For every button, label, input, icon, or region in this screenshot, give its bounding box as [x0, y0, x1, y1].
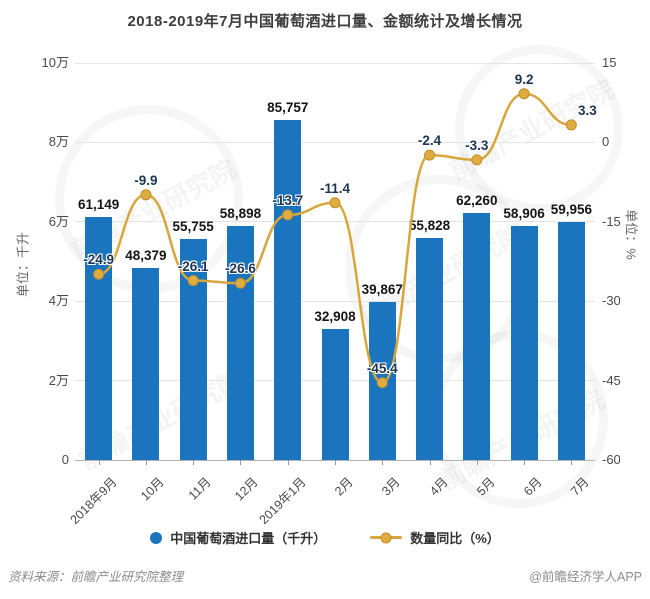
x-axis-tick: [240, 460, 242, 465]
x-axis-tick: [571, 460, 573, 465]
right-axis-tick-label: -60: [602, 452, 621, 467]
left-axis-tick-label: 0: [61, 452, 69, 467]
bar-column: [416, 238, 444, 460]
line-marker: [93, 268, 105, 280]
x-axis-tick: [382, 460, 384, 465]
legend-item-yoy: 数量同比（%）: [370, 528, 500, 547]
bar-value-label: 39,867: [361, 281, 403, 297]
right-axis-title: 单位：%: [623, 209, 639, 260]
grid-line: [75, 300, 595, 302]
bar-value-label: 62,260: [456, 192, 498, 208]
bar-value-label: 32,908: [314, 309, 356, 325]
bar-column: [557, 221, 585, 460]
yoy-line-series: [93, 88, 577, 389]
left-axis-tick-label: 10万: [41, 55, 69, 70]
legend: 中国葡萄酒进口量（千升） 数量同比（%）: [0, 528, 650, 547]
line-marker: [187, 275, 199, 287]
line-value-label: -3.3: [465, 137, 489, 153]
bar-value-label: 55,755: [172, 218, 214, 234]
bar-value-label: 55,828: [408, 218, 451, 234]
x-axis-tick: [524, 460, 526, 465]
legend-label: 数量同比（%）: [410, 531, 500, 546]
grid-line: [75, 141, 595, 143]
x-axis-tick: [429, 460, 431, 465]
line-value-label: -13.7: [272, 192, 304, 208]
x-axis-tick: [335, 460, 336, 465]
grid-line: [75, 221, 595, 223]
bar-value-label: 59,956: [550, 201, 592, 217]
line-marker: [518, 88, 530, 100]
bar-value-label: 85,757: [267, 99, 309, 115]
line-value-label: 9.2: [514, 71, 534, 87]
x-axis-tick: [193, 460, 195, 465]
brand-credit: @前瞻经济学人APP: [529, 570, 642, 584]
line-value-label: -26.1: [177, 258, 209, 274]
bar-column: [132, 267, 160, 460]
line-value-label: -45.4: [366, 360, 398, 376]
right-axis-tick-label: -15: [602, 213, 621, 229]
bar-column: [226, 226, 254, 460]
bar-value-label: 58,898: [219, 206, 262, 222]
bar-column: [510, 226, 538, 460]
line-marker: [565, 119, 577, 131]
line-value-label: -2.4: [417, 133, 442, 149]
left-axis-tick-label: 4万: [48, 293, 69, 309]
line-value-label: 3.3: [577, 102, 597, 118]
right-axis-tick-label: -45: [602, 372, 621, 388]
line-marker: [329, 197, 341, 209]
x-axis-tick: [287, 460, 289, 465]
bar-series-marker-icon: [150, 531, 163, 544]
legend-item-imports: 中国葡萄酒进口量（千升）: [150, 528, 326, 547]
left-axis-title: 单位：千升: [15, 232, 31, 298]
bar-column: [463, 212, 491, 460]
bar-value-label: 48,379: [125, 247, 167, 263]
x-axis-tick: [98, 460, 100, 465]
line-series-marker-icon: [370, 532, 403, 543]
left-axis-tick-label: 2万: [48, 372, 69, 388]
line-marker: [376, 377, 388, 389]
right-axis-tick-label: 15: [602, 55, 617, 70]
bar-value-label: 61,149: [77, 197, 120, 213]
line-marker: [140, 189, 152, 201]
x-axis-tick: [145, 460, 147, 465]
right-axis-tick-label: 0: [602, 134, 610, 150]
left-axis-tick-label: 6万: [48, 213, 69, 229]
left-axis-tick-label: 8万: [48, 134, 69, 150]
bar-column: [274, 119, 302, 460]
chart-title: 2018-2019年7月中国葡萄酒进口量、金额统计及增长情况: [127, 13, 523, 30]
line-value-label: -26.6: [225, 261, 256, 277]
right-axis-tick-label: -30: [602, 293, 621, 309]
line-marker: [234, 277, 246, 289]
footer: 资料来源：前瞻产业研究院整理 @前瞻经济学人APP: [0, 566, 650, 585]
line-marker: [471, 154, 483, 166]
bar-column: [85, 217, 113, 460]
bar-column: [321, 329, 349, 460]
bar-value-label: 58,906: [503, 206, 545, 222]
line-value-label: -11.4: [319, 180, 351, 196]
line-value-label: -9.9: [134, 172, 158, 188]
source-note: 资料来源：前瞻产业研究院整理: [8, 570, 184, 584]
grid-line: [75, 62, 595, 64]
line-path: [98, 92, 572, 384]
line-value-label: -24.9: [83, 252, 115, 268]
legend-label: 中国葡萄酒进口量（千升）: [170, 531, 327, 546]
x-axis-tick: [476, 460, 478, 465]
line-marker: [424, 149, 436, 161]
line-marker: [282, 209, 294, 221]
